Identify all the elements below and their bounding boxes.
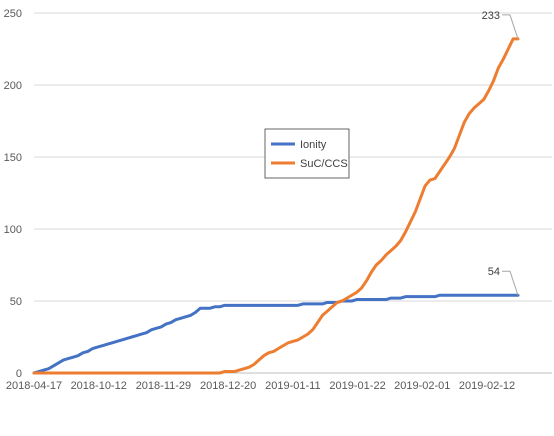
- series-line-suc-ccs: [32, 37, 520, 375]
- end-data-labels: 54 233: [482, 10, 500, 278]
- x-tick-label-6: 2019-02-01: [394, 380, 450, 392]
- x-tick-label-3: 2018-12-20: [200, 380, 256, 392]
- legend-box: [264, 128, 350, 179]
- legend-label-suc-ccs: SuC/CCS: [300, 158, 348, 170]
- x-tick-label-1: 2018-10-12: [71, 380, 127, 392]
- series-lines: [32, 37, 520, 375]
- x-tick-label-4: 2019-01-11: [265, 380, 320, 392]
- legend: Ionity SuC/CCS: [264, 128, 350, 179]
- leader-line-1: [502, 14, 519, 40]
- y-axis-tick-labels: 0 50 100 150 200 250: [4, 8, 22, 380]
- x-tick-label-0: 2018-04-17: [6, 380, 62, 392]
- legend-label-ionity: Ionity: [300, 139, 327, 151]
- x-tick-label-5: 2019-01-22: [329, 380, 385, 392]
- end-data-label-0: 54: [488, 266, 500, 278]
- end-data-label-1: 233: [482, 10, 500, 22]
- series-line-ionity: [32, 293, 520, 375]
- x-axis-tick-labels: 2018-04-17 2018-10-12 2018-11-29 2018-12-20…: [6, 380, 515, 392]
- leader-line-0: [502, 270, 519, 296]
- x-tick-label-7: 2019-02-12: [459, 380, 515, 392]
- data-label-leaders: [502, 14, 519, 296]
- y-tick-label-3: 150: [4, 152, 22, 164]
- y-tick-label-0: 0: [16, 368, 22, 380]
- y-tick-label-1: 50: [10, 296, 22, 308]
- y-tick-label-4: 200: [4, 80, 22, 92]
- x-tick-label-2: 2018-11-29: [136, 380, 191, 392]
- y-tick-label-5: 250: [4, 8, 22, 20]
- y-tick-label-2: 100: [4, 224, 22, 236]
